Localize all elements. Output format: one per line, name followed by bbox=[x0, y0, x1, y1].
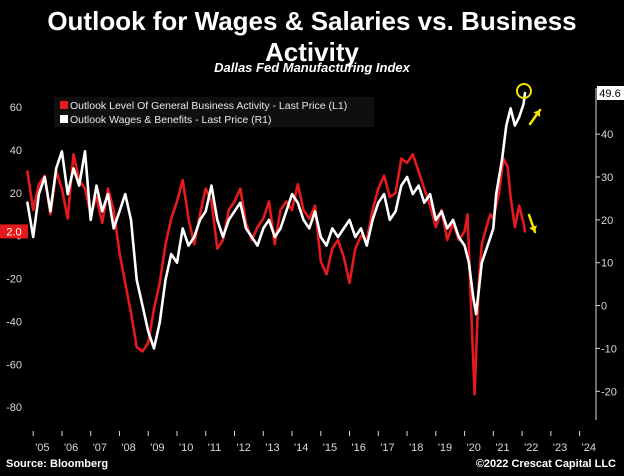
plot-area bbox=[26, 91, 527, 396]
x-tick-label: '18 bbox=[409, 442, 423, 454]
legend: Outlook Level Of General Business Activi… bbox=[54, 97, 374, 127]
y-right-tick-label: 40 bbox=[601, 129, 613, 141]
x-tick-label: '22 bbox=[524, 442, 538, 454]
x-tick-label: '12 bbox=[237, 442, 251, 454]
x-tick-label: '08 bbox=[121, 442, 135, 454]
x-tick-label: '15 bbox=[323, 442, 337, 454]
y-right-tick-label: -20 bbox=[601, 386, 617, 398]
source-note: Source: Bloomberg bbox=[6, 458, 109, 470]
last-price-tag-left bbox=[0, 224, 28, 239]
annotations: 2.0 49.6 bbox=[0, 83, 624, 239]
highlight-circle bbox=[515, 83, 532, 99]
legend-box bbox=[54, 97, 374, 127]
y-left-tick-label: 60 bbox=[10, 102, 22, 114]
x-tick-label: '19 bbox=[438, 442, 452, 454]
chart-axes: 6040200-20-40-60-80403020100-10-20'05'06… bbox=[6, 88, 617, 454]
legend-swatch-wages-benefits bbox=[60, 115, 68, 123]
copyright-note: ©2022 Crescat Capital LLC bbox=[475, 458, 616, 470]
x-tick-label: '09 bbox=[150, 442, 164, 454]
legend-label-wages-benefits: Outlook Wages & Benefits - Last Price (R… bbox=[70, 114, 272, 126]
y-left-tick-label: -20 bbox=[6, 274, 22, 286]
y-right-tick-label: 0 bbox=[601, 301, 607, 313]
y-left-tick-label: -60 bbox=[6, 359, 22, 371]
last-price-right-label: 49.6 bbox=[599, 88, 620, 100]
arrow-down-head bbox=[529, 225, 537, 232]
y-right-tick-label: 20 bbox=[601, 215, 613, 227]
x-tick-label: '20 bbox=[467, 442, 481, 454]
x-tick-label: '23 bbox=[553, 442, 567, 454]
x-tick-label: '24 bbox=[582, 442, 596, 454]
y-right-tick-label: 10 bbox=[601, 258, 613, 270]
y-left-tick-label: 40 bbox=[10, 145, 22, 157]
last-price-tag-right bbox=[597, 86, 624, 100]
x-tick-label: '17 bbox=[380, 442, 394, 454]
x-tick-label: '13 bbox=[265, 442, 279, 454]
arrow-up-head bbox=[533, 110, 541, 117]
y-right-tick-label: -10 bbox=[601, 343, 617, 355]
x-tick-label: '16 bbox=[352, 442, 366, 454]
x-tick-label: '05 bbox=[35, 442, 49, 454]
last-price-left-label: 2.0 bbox=[6, 226, 21, 238]
y-left-tick-label: 20 bbox=[10, 188, 22, 200]
x-tick-label: '21 bbox=[495, 442, 509, 454]
legend-label-business-activity: Outlook Level Of General Business Activi… bbox=[70, 100, 347, 112]
x-tick-label: '07 bbox=[93, 442, 107, 454]
x-tick-label: '10 bbox=[179, 442, 193, 454]
legend-swatch-business-activity bbox=[60, 101, 68, 109]
x-tick-label: '11 bbox=[208, 442, 222, 454]
chart-title: Outlook for Wages & Salaries vs. Busines… bbox=[47, 6, 577, 67]
y-left-tick-label: -40 bbox=[6, 316, 22, 328]
series-line-wages-benefits bbox=[26, 91, 527, 350]
x-tick-label: '06 bbox=[64, 442, 78, 454]
series-line-business-activity bbox=[26, 153, 527, 396]
y-right-tick-label: 30 bbox=[601, 172, 613, 184]
x-tick-label: '14 bbox=[294, 442, 308, 454]
y-left-tick-label: -80 bbox=[6, 402, 22, 414]
chart-subtitle: Dallas Fed Manufacturing Index bbox=[214, 60, 410, 75]
